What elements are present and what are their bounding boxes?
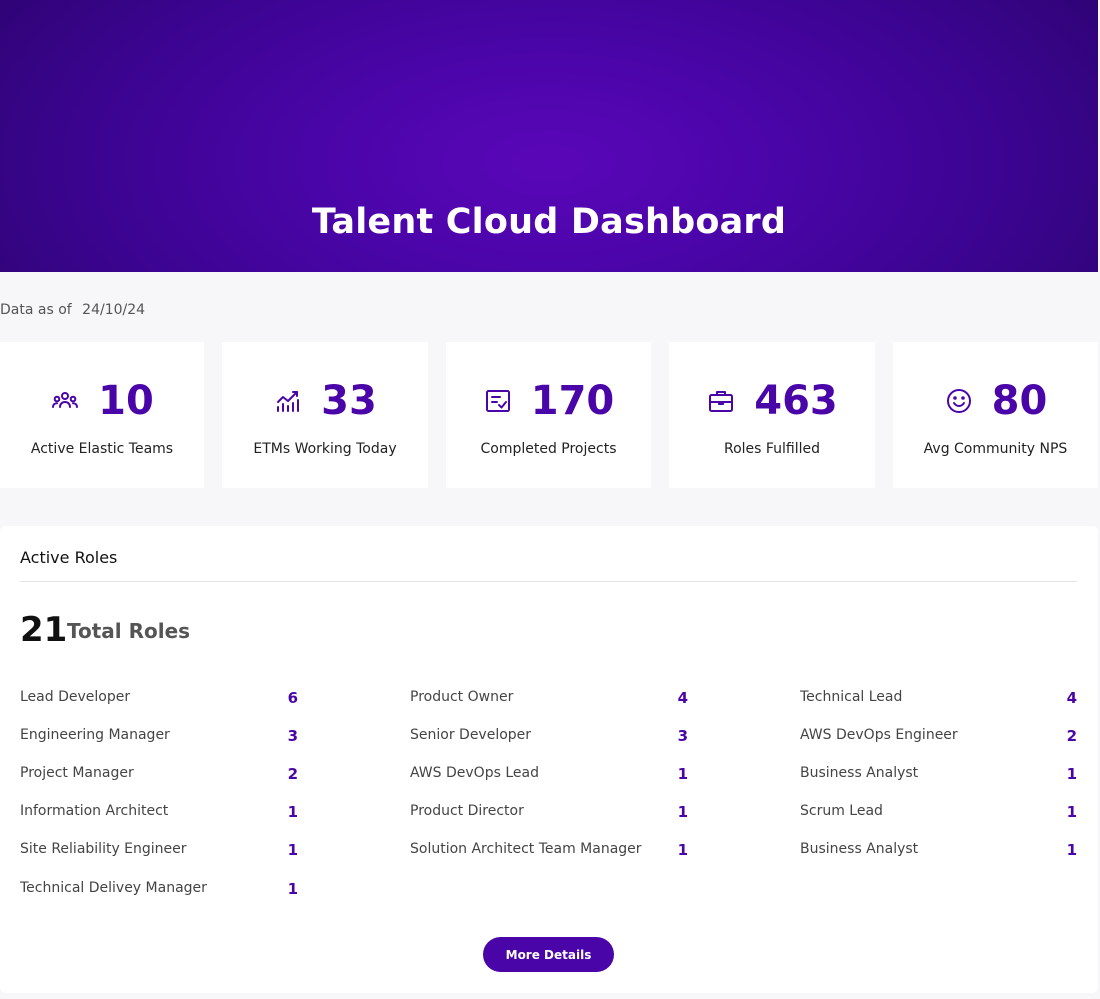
role-name: Solution Architect Team Manager <box>410 841 642 857</box>
role-name: Site Reliability Engineer <box>20 841 187 857</box>
role-count: 2 <box>1066 727 1077 745</box>
role-row: Site Reliability Engineer 1 <box>20 841 298 861</box>
stat-value: 463 <box>754 378 838 424</box>
role-count: 3 <box>287 727 298 745</box>
role-row: AWS DevOps Engineer 2 <box>800 727 1077 747</box>
role-name: Engineering Manager <box>20 727 170 743</box>
more-details-button[interactable]: More Details <box>483 937 614 972</box>
role-name: Technical Delivey Manager <box>20 880 207 896</box>
stat-card-roles-fulfilled: 463 Roles Fulfilled <box>669 342 875 488</box>
active-roles-heading: Active Roles <box>20 548 118 567</box>
role-row: Project Manager 2 <box>20 765 298 785</box>
briefcase-icon <box>706 386 736 416</box>
total-roles-count: 21 <box>20 610 68 650</box>
role-name: Technical Lead <box>800 689 903 705</box>
data-as-of-label: Data as of <box>0 302 72 318</box>
role-count: 1 <box>287 880 298 898</box>
role-count: 1 <box>1066 803 1077 821</box>
role-name: Scrum Lead <box>800 803 883 819</box>
checklist-icon <box>483 386 513 416</box>
stat-card-completed-projects: 170 Completed Projects <box>446 342 651 488</box>
data-as-of-date: 24/10/24 <box>82 302 146 318</box>
role-count: 1 <box>287 803 298 821</box>
role-name: Business Analyst <box>800 841 919 857</box>
stat-label: Completed Projects <box>480 441 617 457</box>
role-name: Senior Developer <box>410 727 532 743</box>
role-name: AWS DevOps Engineer <box>800 727 958 743</box>
role-count: 1 <box>1066 765 1077 783</box>
role-count: 1 <box>677 765 688 783</box>
role-count: 1 <box>1066 841 1077 859</box>
smiley-icon <box>944 386 974 416</box>
role-name: Business Analyst <box>800 765 919 781</box>
role-row: Engineering Manager 3 <box>20 727 298 747</box>
role-row: Senior Developer 3 <box>410 727 688 747</box>
role-name: Information Architect <box>20 803 169 819</box>
role-count: 6 <box>287 689 298 707</box>
stat-label: Avg Community NPS <box>923 441 1068 457</box>
role-count: 1 <box>287 841 298 859</box>
stat-label: Roles Fulfilled <box>723 441 821 457</box>
chart-trend-icon <box>273 386 303 416</box>
stat-value: 33 <box>321 378 377 424</box>
stat-label: Active Elastic Teams <box>30 441 174 457</box>
role-row: Business Analyst 1 <box>800 841 1077 861</box>
role-row: Product Director 1 <box>410 803 688 823</box>
stat-value: 10 <box>98 378 154 424</box>
stat-label: ETMs Working Today <box>253 441 397 457</box>
role-row: Scrum Lead 1 <box>800 803 1077 823</box>
page-title: Talent Cloud Dashboard <box>311 202 787 242</box>
role-name: Project Manager <box>20 765 134 781</box>
stat-value: 170 <box>530 378 615 424</box>
data-as-of: Data as of 24/10/24 <box>0 302 151 318</box>
hero-banner: Talent Cloud Dashboard <box>0 0 1098 272</box>
stat-value: 80 <box>991 378 1048 424</box>
role-name: Lead Developer <box>20 689 131 705</box>
role-row: Technical Lead 4 <box>800 689 1077 709</box>
role-row: Technical Delivey Manager 1 <box>20 880 298 900</box>
role-row: AWS DevOps Lead 1 <box>410 765 688 785</box>
role-row: Business Analyst 1 <box>800 765 1077 785</box>
role-name: Product Owner <box>410 689 514 705</box>
stat-card-etms-working: 33 ETMs Working Today <box>222 342 428 488</box>
role-row: Lead Developer 6 <box>20 689 298 709</box>
role-name: AWS DevOps Lead <box>410 765 539 781</box>
team-icon <box>50 386 80 416</box>
total-roles-label: Total Roles <box>67 619 191 643</box>
stat-card-community-nps: 80 Avg Community NPS <box>893 342 1098 488</box>
role-name: Product Director <box>410 803 524 819</box>
divider <box>20 581 1077 582</box>
role-row: Product Owner 4 <box>410 689 688 709</box>
role-count: 4 <box>677 689 688 707</box>
active-roles-card: Active Roles 21 Total Roles Lead Develop… <box>0 526 1098 993</box>
role-count: 1 <box>677 803 688 821</box>
role-row: Solution Architect Team Manager 1 <box>410 841 688 861</box>
role-count: 4 <box>1066 689 1077 707</box>
role-count: 1 <box>677 841 688 859</box>
role-count: 3 <box>677 727 688 745</box>
role-count: 2 <box>287 765 298 783</box>
role-row: Information Architect 1 <box>20 803 298 823</box>
stat-card-active-teams: 10 Active Elastic Teams <box>0 342 204 488</box>
